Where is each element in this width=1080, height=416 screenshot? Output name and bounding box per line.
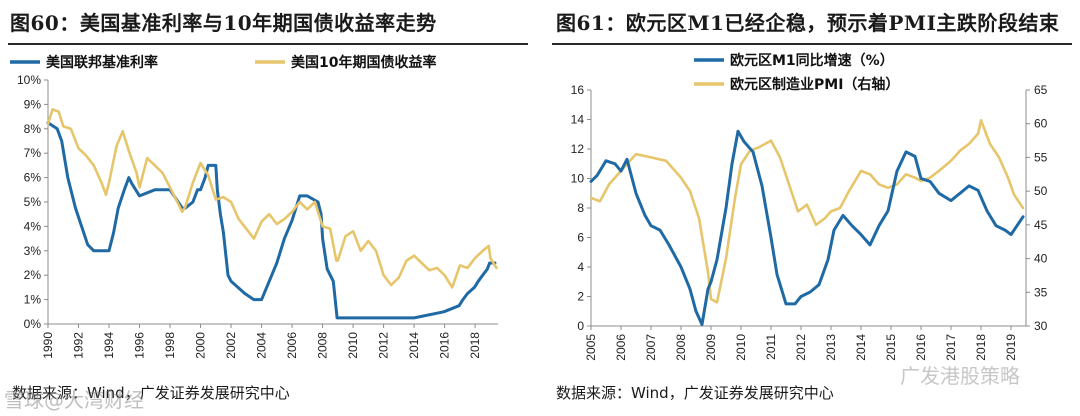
y-tick-label: 16 bbox=[571, 83, 585, 97]
figure-61-chart: 0 2 4 6 8 10 12 14 16 30 35 40 45 50 55 60 65 2005 2006 200… bbox=[571, 52, 1048, 361]
x-tick-label: 2015 bbox=[884, 334, 898, 361]
x-tick-label: 2019 bbox=[1004, 334, 1018, 361]
x-tick-label: 2006 bbox=[285, 332, 299, 359]
x-tick-label: 2016 bbox=[438, 332, 452, 359]
y-tick-label: 4 bbox=[577, 260, 584, 274]
x-tick-label: 2008 bbox=[674, 334, 688, 361]
x-tick-label: 2006 bbox=[614, 334, 628, 361]
y-tick-label: 4% bbox=[24, 219, 42, 233]
x-tick-label: 2009 bbox=[704, 334, 718, 361]
title-rule bbox=[552, 43, 1072, 45]
x-tick-label: 2004 bbox=[255, 332, 269, 359]
x-tick-label: 2014 bbox=[407, 332, 421, 359]
x-tick-label: 2005 bbox=[584, 334, 598, 361]
watermark-left: 雪球@大湾财经 bbox=[4, 388, 144, 412]
y-tick-label: 0% bbox=[24, 317, 42, 331]
y2-tick-label: 45 bbox=[1034, 218, 1048, 232]
series-line-1 bbox=[46, 121, 497, 320]
x-tick-label: 1990 bbox=[41, 332, 55, 359]
y-tick-label: 8 bbox=[577, 201, 584, 215]
x-tick-label: 2007 bbox=[644, 334, 658, 361]
x-tick-label: 2016 bbox=[914, 334, 928, 361]
x-tick-label: 2014 bbox=[854, 334, 868, 361]
y-tick-label: 6% bbox=[24, 171, 42, 185]
figure-61-source: 数据来源：Wind，广发证券发展研究中心 bbox=[556, 384, 834, 402]
x-tick-label: 2000 bbox=[194, 332, 208, 359]
y2-tick-label: 30 bbox=[1034, 319, 1048, 333]
y-tick-label: 10% bbox=[17, 73, 41, 87]
y-tick-label: 2 bbox=[577, 290, 584, 304]
figure-60-source: 数据来源：Wind，广发证券发展研究中心 bbox=[12, 384, 290, 402]
x-tick-label: 2018 bbox=[468, 332, 482, 359]
x-tick-label: 2012 bbox=[377, 332, 391, 359]
x-tick-label: 1992 bbox=[72, 332, 86, 359]
legend-label-1: 美国联邦基准利率 bbox=[46, 54, 158, 71]
x-tick-label: 2013 bbox=[824, 334, 838, 361]
x-tick-label: 2011 bbox=[764, 334, 778, 360]
y-tick-label: 8% bbox=[24, 122, 42, 136]
legend-label-1: 欧元区M1同比增速（%） bbox=[730, 52, 894, 69]
series-line-2 bbox=[589, 119, 1025, 304]
y-tick-label: 6 bbox=[577, 231, 584, 245]
legend-label-2: 欧元区制造业PMI（右轴） bbox=[730, 76, 899, 93]
y2-tick-label: 35 bbox=[1034, 285, 1048, 299]
y-tick-label: 10 bbox=[571, 172, 585, 186]
x-tick-label: 2017 bbox=[944, 334, 958, 361]
y2-tick-label: 60 bbox=[1034, 117, 1048, 131]
x-tick-label: 2012 bbox=[794, 334, 808, 361]
figure-61-title: 图61：欧元区M1已经企稳，预示着PMI主跌阶段结束 bbox=[556, 11, 1060, 35]
series-line-1 bbox=[589, 129, 1025, 326]
figure-60-chart: 0% 1% 2% 3% 4% 5% 6% 7% 8% 9% 10% 1990 1992 1994 1996 1… bbox=[10, 54, 498, 359]
x-tick-label: 2010 bbox=[734, 334, 748, 361]
y2-tick-label: 50 bbox=[1034, 184, 1048, 198]
watermark-right: 广发港股策略 bbox=[900, 364, 1020, 388]
y-tick-label: 9% bbox=[24, 97, 42, 111]
figure-60-title: 图60：美国基准利率与10年期国债收益率走势 bbox=[10, 11, 437, 35]
y2-tick-label: 65 bbox=[1034, 83, 1048, 97]
y-tick-label: 14 bbox=[571, 113, 585, 127]
y2-tick-label: 40 bbox=[1034, 252, 1048, 266]
x-tick-label: 1998 bbox=[163, 332, 177, 359]
y-tick-label: 1% bbox=[24, 293, 42, 307]
x-tick-label: 1994 bbox=[102, 332, 116, 359]
title-rule bbox=[8, 43, 528, 45]
y-tick-label: 5% bbox=[24, 195, 42, 209]
y-tick-label: 2% bbox=[24, 268, 42, 282]
figure-61-panel: 图61：欧元区M1已经企稳，预示着PMI主跌阶段结束 0 2 4 6 8 10 12 14 16… bbox=[544, 0, 1080, 416]
y-tick-label: 0 bbox=[577, 319, 584, 333]
x-tick-label: 2018 bbox=[974, 334, 988, 361]
x-tick-label: 2008 bbox=[316, 332, 330, 359]
x-tick-label: 2010 bbox=[346, 332, 360, 359]
x-tick-label: 1996 bbox=[133, 332, 147, 359]
series-line-2 bbox=[46, 108, 498, 289]
x-tick-label: 2002 bbox=[224, 332, 238, 359]
y2-tick-label: 55 bbox=[1034, 150, 1048, 164]
figure-60-panel: 图60：美国基准利率与10年期国债收益率走势 0% 1% 2% 3% 4% 5% 6% 7% 8… bbox=[0, 0, 536, 416]
y-tick-label: 12 bbox=[571, 142, 585, 156]
y-tick-label: 3% bbox=[24, 244, 42, 258]
y-tick-label: 7% bbox=[24, 146, 42, 160]
legend-label-2: 美国10年期国债收益率 bbox=[291, 54, 436, 71]
